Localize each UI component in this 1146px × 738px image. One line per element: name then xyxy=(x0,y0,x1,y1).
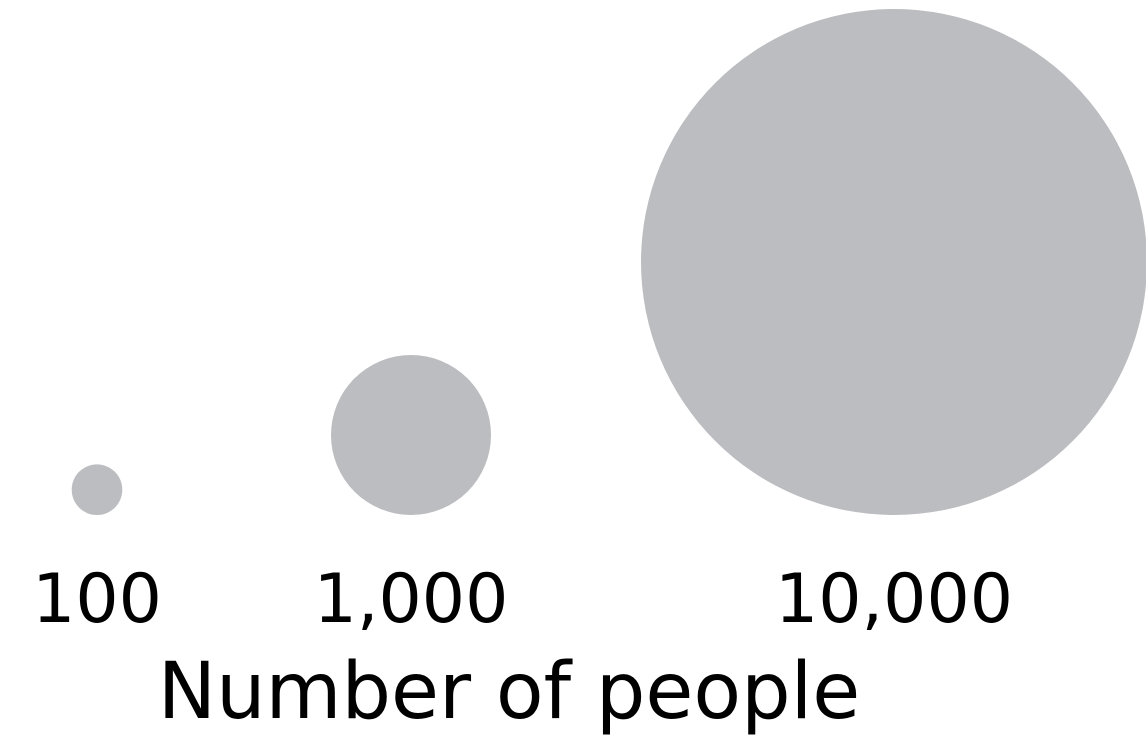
bubble-100 xyxy=(71,464,123,515)
bubble-group xyxy=(71,9,1146,515)
bubble-label-10000: 10,000 xyxy=(775,560,1013,639)
bubble-1000 xyxy=(330,354,492,515)
bubble-label-1000: 1,000 xyxy=(314,560,509,639)
bubble-label-100: 100 xyxy=(32,560,162,639)
bubble-label-group: 100 1,000 10,000 xyxy=(32,560,1013,639)
bubble-10000 xyxy=(641,9,1146,515)
x-axis-title: Number of people xyxy=(158,647,861,737)
